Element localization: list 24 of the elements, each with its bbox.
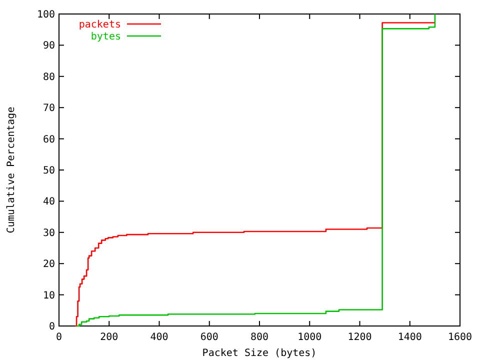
y-tick-label: 70 bbox=[42, 103, 55, 114]
y-tick-label: 30 bbox=[42, 228, 55, 239]
y-tick-label: 10 bbox=[42, 290, 55, 302]
y-tick-label: 40 bbox=[42, 196, 55, 208]
legend-label: bytes bbox=[90, 32, 121, 42]
y-tick-label: 60 bbox=[42, 134, 55, 146]
x-tick-label: 1600 bbox=[448, 332, 472, 343]
x-tick-label: 1400 bbox=[398, 332, 422, 343]
y-axis-title: Cumulative Percentage bbox=[6, 106, 17, 234]
legend-label: packets bbox=[78, 20, 121, 30]
x-tick-label: 1200 bbox=[348, 332, 372, 343]
x-tick-label: 400 bbox=[150, 332, 168, 343]
y-tick-label: 50 bbox=[42, 166, 55, 176]
x-axis-title: Packet Size (bytes) bbox=[202, 348, 317, 359]
y-tick-label: 20 bbox=[42, 259, 55, 270]
x-tick-label: 600 bbox=[200, 332, 218, 343]
x-tick-label: 1000 bbox=[298, 332, 322, 343]
x-tick-label: 800 bbox=[250, 332, 269, 343]
y-tick-label: 0 bbox=[48, 322, 55, 332]
y-tick-label: 90 bbox=[42, 40, 55, 52]
y-tick-label: 100 bbox=[36, 10, 55, 20]
y-tick-label: 80 bbox=[42, 72, 55, 83]
x-tick-label: 0 bbox=[56, 332, 62, 343]
x-tick-label: 200 bbox=[100, 332, 118, 343]
